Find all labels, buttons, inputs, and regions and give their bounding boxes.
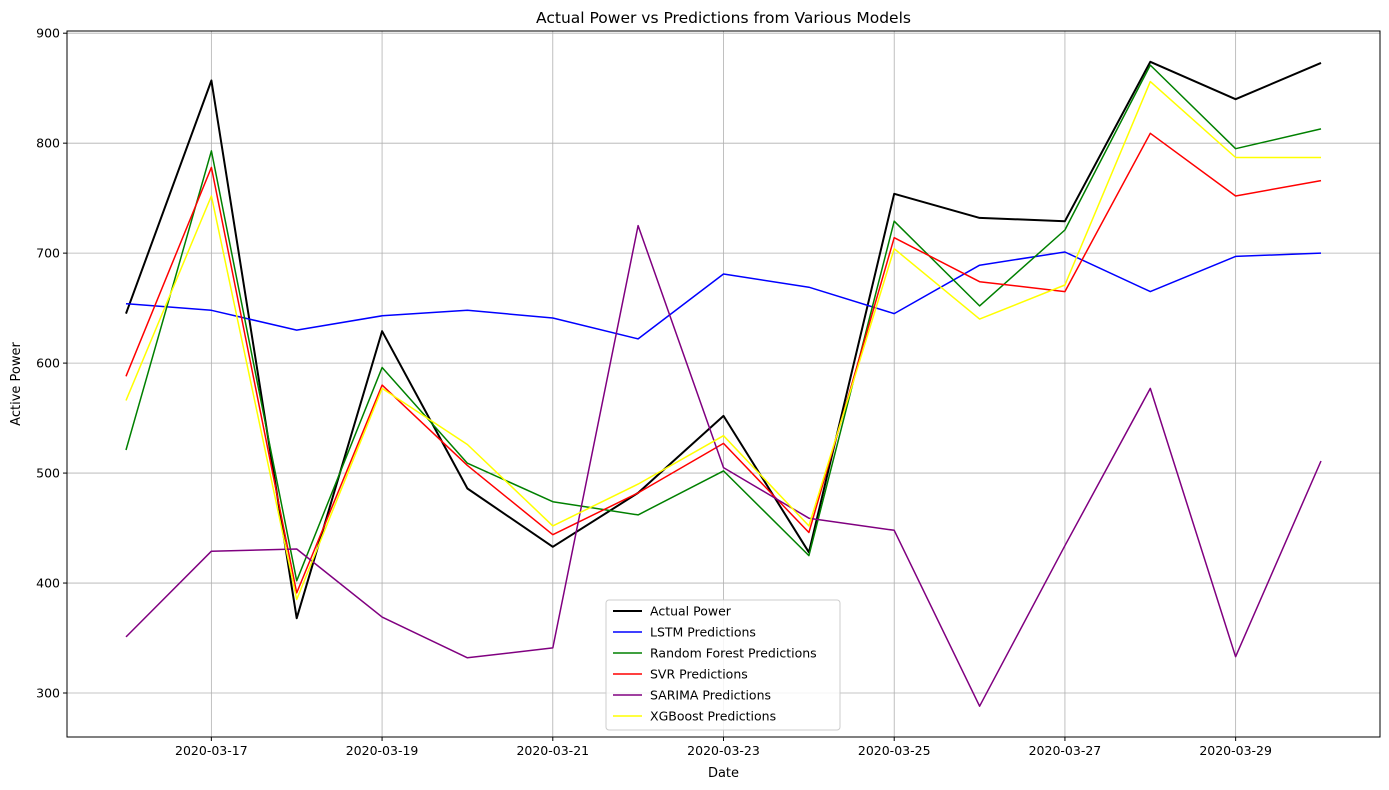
x-tick-label: 2020-03-17 — [175, 743, 248, 758]
series-line-xgboost-predictions — [125, 80, 1321, 601]
x-tick-label: 2020-03-21 — [516, 743, 589, 758]
y-tick-label: 400 — [36, 576, 60, 591]
legend-label-random-forest-predictions: Random Forest Predictions — [650, 646, 817, 661]
series-line-random-forest-predictions — [125, 64, 1322, 582]
x-tick-label: 2020-03-25 — [858, 743, 931, 758]
series-line-sarima-predictions — [125, 224, 1322, 707]
series-lines — [125, 60, 1322, 707]
x-axis-title: Date — [708, 766, 739, 781]
y-tick-label: 300 — [36, 686, 60, 701]
legend: Actual Power LSTM Predictions Random Fores… — [605, 599, 841, 731]
legend-label-lstm-predictions: LSTM Predictions — [650, 625, 756, 640]
y-axis-title: Active Power — [9, 342, 24, 426]
grid-lines — [67, 31, 1380, 737]
axis-ticks: 300 400 500 600 700 800 900 2020-03-17 2020-03-1… — [36, 26, 1272, 758]
series-line-lstm-predictions — [125, 251, 1322, 340]
x-tick-label: 2020-03-29 — [1199, 743, 1272, 758]
x-tick-label: 2020-03-19 — [346, 743, 419, 758]
legend-label-xgboost-predictions: XGBoost Predictions — [650, 709, 776, 724]
y-tick-label: 500 — [36, 466, 60, 481]
y-tick-label: 700 — [36, 246, 60, 261]
x-tick-label: 2020-03-27 — [1029, 743, 1102, 758]
y-tick-label: 800 — [36, 136, 60, 151]
y-tick-label: 900 — [36, 26, 60, 41]
series-line-svr-predictions — [125, 132, 1322, 594]
legend-box — [605, 599, 841, 731]
legend-label-svr-predictions: SVR Predictions — [650, 667, 748, 682]
legend-label-actual-power: Actual Power — [650, 604, 732, 619]
y-tick-label: 600 — [36, 356, 60, 371]
x-tick-label: 2020-03-23 — [687, 743, 760, 758]
legend-label-sarima-predictions: SARIMA Predictions — [650, 688, 771, 703]
chart-title: Actual Power vs Predictions from Various… — [536, 9, 911, 27]
